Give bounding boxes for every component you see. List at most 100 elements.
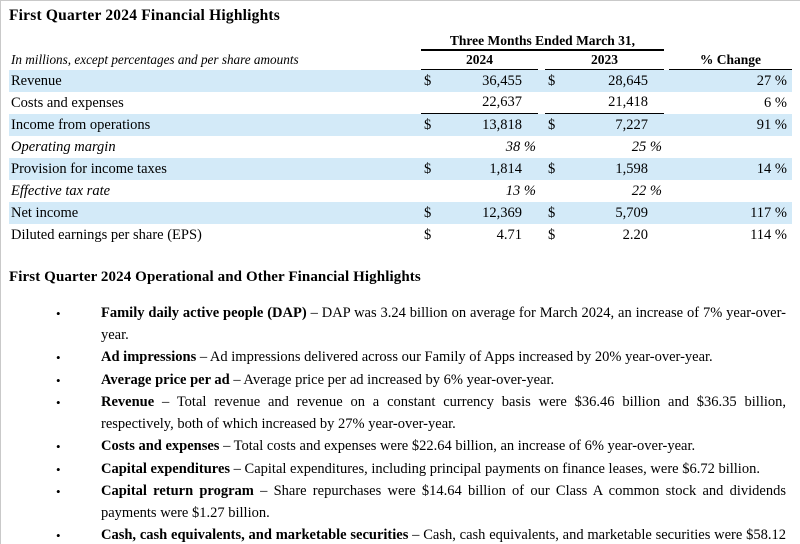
percent-change: 91 %	[756, 116, 787, 133]
highlight-text: – Cash, cash equivalents, and marketable…	[412, 527, 786, 543]
dollar-sign: $	[548, 72, 556, 89]
table-row: Diluted earnings per share (EPS) $ 4.71 …	[9, 224, 792, 246]
highlight-item: • Cash, cash equivalents, and marketable…	[9, 525, 786, 544]
dollar-sign: $	[424, 204, 432, 221]
value-2024: 13,818	[482, 116, 522, 133]
dollar-sign: $	[424, 226, 432, 243]
value-2023: 1,598	[615, 160, 648, 177]
column-gap	[538, 51, 545, 70]
value-2024: 1,814	[489, 160, 522, 177]
percent-change: 114 %	[750, 226, 787, 243]
value-2024: 38 %	[505, 138, 536, 155]
highlight-term: Ad impressions	[101, 349, 197, 365]
highlight-item: • Costs and expenses – Total costs and e…	[9, 436, 786, 458]
value-2024-cell: $ 1,814	[421, 158, 538, 180]
bullet-icon: •	[56, 484, 61, 499]
period-header: Three Months Ended March 31,	[421, 32, 664, 51]
highlight-item: • Capital expenditures – Capital expendi…	[9, 459, 786, 481]
header-spacer	[664, 32, 792, 51]
highlight-item: • Revenue – Total revenue and revenue on…	[9, 392, 786, 435]
column-header-2023: 2023	[545, 51, 664, 70]
value-2024-cell: $ 36,455	[421, 70, 538, 92]
value-2024: 22,637	[482, 94, 522, 110]
highlight-term: Capital expenditures	[101, 460, 231, 477]
dollar-sign: $	[548, 204, 556, 221]
highlight-text: – DAP was 3.24 billion on average for Ma…	[101, 305, 786, 343]
value-2024: 12,369	[482, 204, 522, 221]
value-2024-cell: 38 %	[421, 136, 538, 158]
bullet-icon: •	[56, 528, 61, 543]
table-row: Provision for income taxes $ 1,814 $ 1,5…	[9, 158, 792, 180]
value-2023-cell: 25 %	[545, 136, 664, 158]
bullet-icon: •	[56, 350, 61, 365]
dollar-sign: $	[548, 116, 556, 133]
dollar-sign: $	[424, 72, 432, 89]
value-2024: 13 %	[505, 182, 536, 199]
bullet-icon: •	[56, 306, 61, 321]
value-2024-cell: 22,637	[421, 92, 538, 114]
value-2023-cell: 22 %	[545, 180, 664, 202]
table-body: Revenue $ 36,455 $ 28,645 27 % Costs and…	[9, 70, 792, 246]
percent-change: 6 %	[764, 94, 787, 111]
percent-change: 14 %	[756, 160, 787, 177]
value-2024-cell: $ 13,818	[421, 114, 538, 136]
value-2023-cell: $ 1,598	[545, 158, 664, 180]
value-2024-cell: $ 4.71	[421, 224, 538, 246]
highlight-term: Capital return program	[101, 483, 254, 499]
highlight-text: – Ad impressions delivered across our Fa…	[196, 349, 713, 365]
bullet-icon: •	[56, 439, 61, 454]
row-label: Costs and expenses	[11, 94, 124, 111]
value-2023: 25 %	[631, 138, 662, 155]
dollar-sign: $	[424, 116, 432, 133]
table-row: Operating margin 38 % 25 %	[9, 136, 792, 158]
highlight-text: – Capital expenditures, including princi…	[230, 460, 760, 477]
value-2023: 28,645	[608, 72, 648, 89]
table-row: Revenue $ 36,455 $ 28,645 27 %	[9, 70, 792, 92]
highlight-text: – Total costs and expenses were $22.64 b…	[219, 438, 696, 454]
value-2023-cell: 21,418	[545, 92, 664, 114]
table-row: Net income $ 12,369 $ 5,709 117 %	[9, 202, 792, 224]
highlight-term: Average price per ad	[101, 371, 230, 388]
value-2024-cell: $ 12,369	[421, 202, 538, 224]
dollar-sign: $	[548, 226, 556, 243]
value-2024-cell: 13 %	[421, 180, 538, 202]
value-2023-cell: $ 2.20	[545, 224, 664, 246]
table-row: Income from operations $ 13,818 $ 7,227 …	[9, 114, 792, 136]
row-label: Effective tax rate	[11, 182, 111, 199]
table-header-columns-row: In millions, except percentages and per …	[9, 51, 792, 70]
highlight-item: • Ad impressions – Ad impressions delive…	[9, 347, 786, 369]
highlights-list: • Family daily active people (DAP) – DAP…	[9, 303, 792, 544]
header-spacer	[9, 32, 421, 51]
row-label: Provision for income taxes	[11, 160, 167, 177]
row-label: Net income	[11, 204, 79, 221]
highlight-item: • Average price per ad – Average price p…	[9, 370, 786, 392]
value-2023: 22 %	[631, 182, 662, 199]
row-label: Operating margin	[11, 138, 116, 155]
section2-title: First Quarter 2024 Operational and Other…	[9, 269, 421, 285]
value-2023: 7,227	[615, 116, 648, 133]
highlight-text: – Total revenue and revenue on a constan…	[101, 394, 786, 432]
highlight-item: • Family daily active people (DAP) – DAP…	[9, 303, 786, 346]
value-2024: 36,455	[482, 72, 522, 89]
row-label: Income from operations	[11, 116, 151, 133]
highlight-text: – Average price per ad increased by 6% y…	[229, 371, 555, 388]
bullet-icon: •	[56, 395, 61, 410]
dollar-sign: $	[424, 160, 432, 177]
value-2023-cell: $ 28,645	[545, 70, 664, 92]
highlight-term: Costs and expenses	[101, 438, 220, 454]
percent-change: 27 %	[756, 72, 787, 89]
row-label: Revenue	[11, 72, 62, 89]
value-2023: 2.20	[622, 226, 648, 243]
table-row: Costs and expenses 22,637 21,418 6 %	[9, 92, 792, 114]
highlight-text: – Share repurchases were $14.64 billion …	[101, 483, 786, 521]
value-2024: 4.71	[496, 226, 522, 243]
highlight-item: • Capital return program – Share repurch…	[9, 481, 786, 524]
percent-change: 117 %	[750, 204, 787, 221]
column-header-change: % Change	[669, 51, 792, 70]
highlight-term: Cash, cash equivalents, and marketable s…	[101, 527, 409, 543]
value-2023-cell: $ 7,227	[545, 114, 664, 136]
column-header-2024: 2024	[421, 51, 538, 70]
table-header-period-row: Three Months Ended March 31,	[9, 32, 792, 51]
section1-title: First Quarter 2024 Financial Highlights	[9, 7, 281, 24]
